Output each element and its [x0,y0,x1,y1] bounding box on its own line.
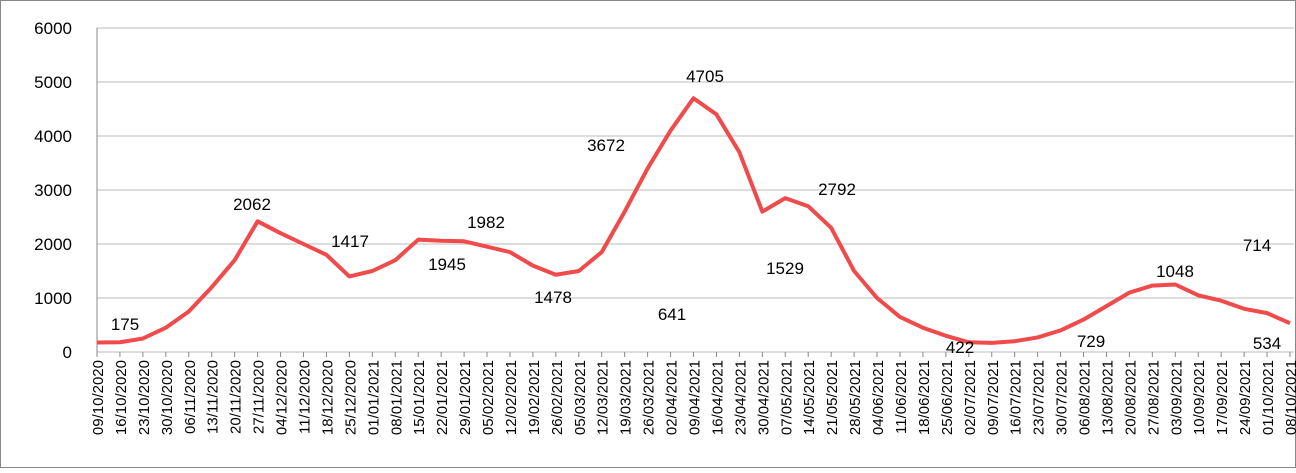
annotation: 2062 [233,195,271,214]
annotation: 534 [1253,334,1281,353]
y-tick-label: 0 [63,343,72,362]
x-tick-label: 13/11/2020 [205,360,222,434]
x-tick-label: 11/12/2020 [296,360,313,434]
x-tick-label: 06/11/2020 [182,360,199,434]
annotation: 422 [946,338,974,357]
x-tick-label: 26/03/2021 [641,360,658,435]
x-tick-label: 04/06/2021 [870,360,887,435]
x-tick-label: 23/07/2021 [1031,360,1048,435]
annotation: 1945 [428,255,466,274]
x-tick-label: 30/04/2021 [755,360,772,435]
x-tick-label: 09/04/2021 [687,360,704,435]
annotation: 641 [658,305,686,324]
x-tick-label: 09/07/2021 [985,360,1002,435]
x-tick-label: 28/05/2021 [847,360,864,435]
x-tick-label: 07/05/2021 [778,360,795,435]
y-tick-label: 5000 [34,73,72,92]
annotation: 1478 [534,288,572,307]
x-tick-label: 25/12/2020 [342,360,359,435]
x-tick-label: 29/01/2021 [457,360,474,435]
x-tick-label: 13/08/2021 [1099,360,1116,435]
y-tick-label: 1000 [34,289,72,308]
x-tick-label: 16/10/2020 [113,360,130,435]
x-tick-label: 30/07/2021 [1054,360,1071,435]
y-tick-label: 6000 [34,19,72,38]
x-tick-label: 23/10/2020 [136,360,153,435]
y-tick-label: 2000 [34,235,72,254]
x-tick-label: 19/02/2021 [526,360,543,435]
x-tick-label: 27/11/2020 [251,360,268,434]
x-tick-label: 18/06/2021 [916,360,933,435]
x-tick-label: 01/10/2021 [1260,360,1277,435]
x-tick-label: 16/04/2021 [709,360,726,435]
annotation: 1982 [467,213,505,232]
x-tick-label: 20/08/2021 [1122,360,1139,435]
x-tick-label: 18/12/2020 [319,360,336,435]
x-tick-label: 16/07/2021 [1008,360,1025,435]
x-tick-label: 08/10/2021 [1283,360,1296,435]
x-tick-label: 12/02/2021 [503,360,520,435]
x-tick-label: 22/01/2021 [434,360,451,435]
x-tick-label: 01/01/2021 [365,360,382,435]
data-line [96,96,1291,345]
x-tick-label: 08/01/2021 [388,360,405,435]
x-tick-label: 02/07/2021 [962,360,979,435]
annotation: 4705 [686,67,724,86]
annotation: 175 [111,315,139,334]
y-tick-label: 3000 [34,181,72,200]
annotation: 714 [1243,236,1271,255]
annotation: 3672 [587,136,625,155]
x-tick-label: 23/04/2021 [732,360,749,435]
x-tick-label: 05/02/2021 [480,360,497,435]
annotation: 2792 [818,180,856,199]
annotation: 729 [1077,332,1105,351]
x-tick-label: 04/12/2020 [274,360,291,435]
x-tick-label: 12/03/2021 [595,360,612,435]
x-tick-label: 26/02/2021 [549,360,566,435]
x-tick-label: 14/05/2021 [801,360,818,435]
x-tick-label: 30/10/2020 [159,360,176,435]
x-tick-label: 24/09/2021 [1237,360,1254,435]
x-tick-label: 09/10/2020 [90,360,107,435]
x-tick-label: 21/05/2021 [824,360,841,435]
x-tick-label: 15/01/2021 [411,360,428,435]
x-tick-label: 06/08/2021 [1077,360,1094,435]
x-tick-label: 27/08/2021 [1145,360,1162,435]
annotation: 1529 [766,259,804,278]
x-tick-label: 05/03/2021 [572,360,589,435]
annotation: 1417 [331,232,369,251]
x-tick-label: 02/04/2021 [664,360,681,435]
x-tick-label: 25/06/2021 [939,360,956,435]
annotation: 1048 [1156,262,1194,281]
x-tick-label: 17/09/2021 [1214,360,1231,435]
y-tick-label: 4000 [34,127,72,146]
x-tick-label: 11/06/2021 [893,360,910,434]
x-tick-label: 03/09/2021 [1168,360,1185,435]
x-tick-label: 10/09/2021 [1191,360,1208,435]
x-tick-label: 20/11/2020 [228,360,245,434]
x-tick-label: 19/03/2021 [618,360,635,435]
